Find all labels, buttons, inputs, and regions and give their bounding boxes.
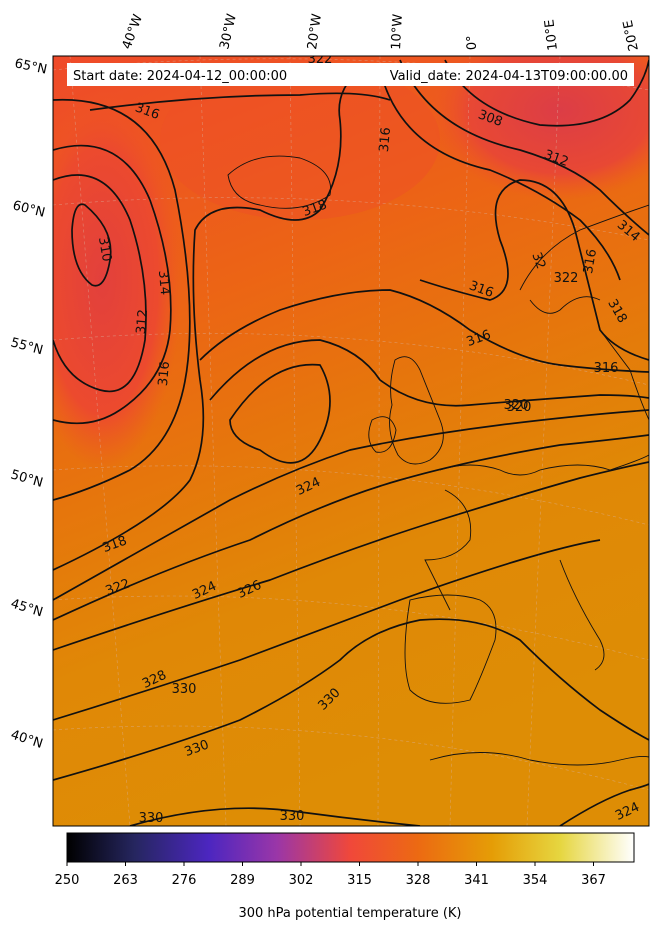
lat-label-65n: 65°N <box>13 56 48 77</box>
contour-label: 330 <box>172 682 197 697</box>
contour-316-scand <box>419 179 649 361</box>
map-frame <box>52 55 650 827</box>
contour-330 <box>53 618 649 781</box>
iceland-coast <box>227 155 332 209</box>
contour-label: 322 <box>554 271 579 286</box>
contour-322-inner <box>229 363 331 464</box>
lon-label-40w: 40°W <box>120 12 146 51</box>
contour-316-uk <box>199 289 649 373</box>
colorbar-tick-label: 328 <box>406 873 431 888</box>
contours <box>53 59 649 826</box>
colorbar-tick-label: 315 <box>347 873 372 888</box>
contour-314-west <box>53 144 172 425</box>
lon-label-20e: 20°E <box>621 19 642 53</box>
contour-label: 330 <box>280 809 305 824</box>
cool-region-north-sea <box>160 60 440 220</box>
lon-label-30w: 30°W <box>217 12 240 50</box>
colorbar-tick-label: 354 <box>523 873 548 888</box>
start-date: Start date: 2024-04-12_00:00:00 <box>73 69 287 84</box>
british-isles-coast <box>389 356 444 465</box>
contour-label: 316 <box>581 248 600 275</box>
lon-label-10w: 10°W <box>389 13 406 50</box>
contour-330-south <box>129 807 421 826</box>
longitude-labels: 40°W 30°W 20°W 10°W 0° 10°E 20°E <box>120 12 642 52</box>
africa-coast <box>429 752 649 766</box>
lon-label-10e: 10°E <box>542 18 561 51</box>
lat-label-60n: 60°N <box>11 198 46 220</box>
contour-312-west <box>53 174 147 393</box>
contour-label: 320 <box>507 400 532 415</box>
colorbar-label: 300 hPa potential temperature (K) <box>238 906 462 921</box>
contour-label: 320 <box>504 398 529 413</box>
colorbar <box>66 832 635 863</box>
contour-312-ne <box>399 59 649 236</box>
contour-308 <box>444 59 649 127</box>
iberia-coast <box>404 594 497 704</box>
italy-coast <box>559 559 605 671</box>
contour-label: 312 <box>134 309 151 335</box>
contour-314-ne <box>379 69 621 281</box>
colorbar-tick-label: 263 <box>113 873 138 888</box>
cold-pool-atlantic <box>53 90 182 470</box>
contour-316-west <box>53 98 191 501</box>
contour-label: 316 <box>377 127 394 153</box>
colorbar-tick-label: 341 <box>464 873 489 888</box>
latitude-labels: 65°N 60°N 55°N 50°N 45°N 40°N <box>9 56 49 752</box>
contour-310 <box>71 203 112 287</box>
contour-324 <box>53 434 649 621</box>
lon-label-0: 0° <box>464 35 480 50</box>
contour-label: 322 <box>308 52 333 67</box>
contour-320 <box>209 339 649 407</box>
colorbar-ticks: 250 263 276 289 302 315 328 341 354 367 <box>55 862 606 888</box>
map-area: 316 3083123223203163103143123163183163163… <box>53 52 649 826</box>
continent-coast <box>439 454 649 476</box>
lat-label-45n: 45°N <box>9 596 45 620</box>
colorbar-tick-label: 289 <box>230 873 255 888</box>
contour-324-se <box>559 783 649 826</box>
colorbar-tick-label: 250 <box>55 873 80 888</box>
contour-316-north <box>89 92 391 111</box>
valid-date: Valid_date: 2024-04-13T09:00:00.00 <box>390 69 628 84</box>
contour-318-west <box>53 69 361 571</box>
date-banner <box>67 63 634 86</box>
contour-326 <box>53 461 649 651</box>
contour-328 <box>53 539 601 721</box>
lon-label-20w: 20°W <box>305 13 325 51</box>
ireland-coast <box>368 416 397 453</box>
scandinavia-coast <box>519 204 649 314</box>
lat-label-55n: 55°N <box>9 335 45 358</box>
coastlines <box>227 155 649 766</box>
lat-label-40n: 40°N <box>9 728 45 752</box>
colorbar-tick-label: 276 <box>172 873 197 888</box>
lat-label-50n: 50°N <box>9 467 45 490</box>
baltic-coast <box>599 329 649 421</box>
colorbar-tick-label: 367 <box>581 873 606 888</box>
cold-pool-scandinavia <box>430 56 649 200</box>
contour-label: 314 <box>155 270 172 296</box>
contour-322 <box>53 409 649 601</box>
contour-label: 316 <box>594 361 619 376</box>
contour-label: 316 <box>156 361 173 387</box>
graticule <box>53 56 649 826</box>
colorbar-tick-label: 302 <box>289 873 314 888</box>
contour-label: 310 <box>95 236 114 263</box>
contour-label: 330 <box>139 811 164 826</box>
contour-label: 32 <box>528 250 548 271</box>
